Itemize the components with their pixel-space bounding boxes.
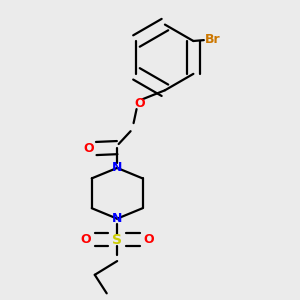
Text: N: N xyxy=(112,212,122,225)
Text: S: S xyxy=(112,232,122,247)
Text: N: N xyxy=(112,161,122,174)
Text: O: O xyxy=(80,233,91,246)
Text: O: O xyxy=(143,233,154,246)
Text: Br: Br xyxy=(205,33,220,46)
Text: O: O xyxy=(83,142,94,155)
Text: O: O xyxy=(134,97,145,110)
